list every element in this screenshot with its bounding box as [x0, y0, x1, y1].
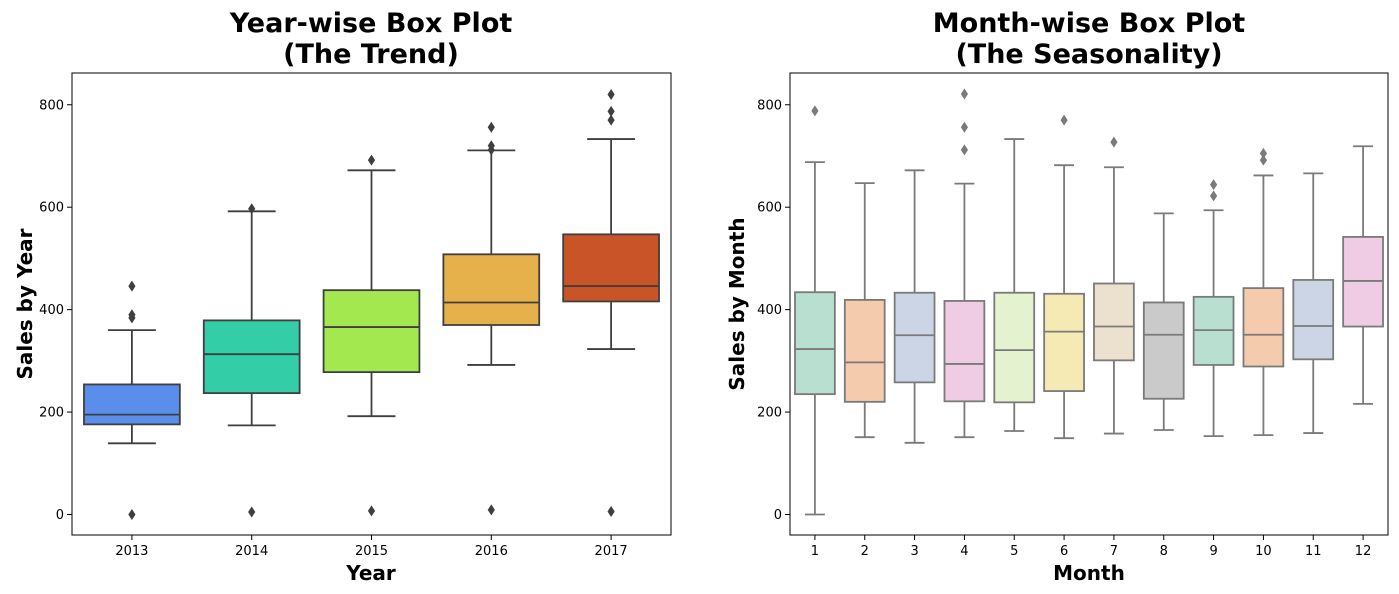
- x-tick-label: 2015: [355, 544, 388, 559]
- x-tick-label: 11: [1305, 544, 1322, 559]
- box-10: [1242, 147, 1285, 437]
- x-tick-label: 10: [1255, 544, 1272, 559]
- box-7: [1093, 136, 1135, 435]
- x-tick-label: 2014: [235, 544, 268, 559]
- iqr-box: [893, 291, 936, 384]
- box-4: [943, 88, 986, 439]
- iqr-box: [83, 383, 181, 426]
- x-tick-label: 5: [1010, 544, 1018, 559]
- box-1: [794, 105, 836, 516]
- outlier-point: [1259, 154, 1268, 166]
- chart-title-line2: (The Seasonality): [955, 39, 1222, 70]
- outlier-point: [1259, 147, 1268, 159]
- outlier-point: [1060, 114, 1068, 126]
- iqr-box: [322, 289, 421, 374]
- y-tick-label: 800: [757, 98, 782, 113]
- box-2017: [562, 89, 660, 517]
- x-tick-label: 2017: [595, 544, 628, 559]
- plot-area: 0 200 400 600 800 2013 2014 2015 2016 2017: [39, 72, 672, 559]
- y-tick-label: 800: [39, 98, 64, 113]
- box-2016: [442, 121, 541, 516]
- outlier-point: [1110, 136, 1118, 148]
- iqr-box: [202, 319, 301, 395]
- x-tick-label: 7: [1110, 544, 1118, 559]
- box-2014: [202, 203, 301, 518]
- box-8: [1142, 212, 1185, 431]
- y-tick-label: 600: [39, 201, 64, 216]
- outlier-point: [960, 121, 969, 133]
- outlier-point: [1209, 190, 1218, 202]
- x-tick-label: 8: [1160, 544, 1168, 559]
- box-2013: [83, 280, 181, 521]
- outlier-point: [1209, 179, 1218, 191]
- iqr-box: [1292, 279, 1335, 361]
- outlier-point: [607, 114, 615, 126]
- outlier-point: [248, 506, 256, 518]
- outlier-point: [128, 280, 136, 292]
- x-tick-label: 2: [861, 544, 869, 559]
- y-tick-label: 200: [39, 406, 64, 421]
- iqr-box: [843, 299, 886, 403]
- box-9: [1192, 179, 1235, 438]
- box-5: [993, 138, 1036, 432]
- iqr-box: [562, 233, 660, 303]
- y-axis-label: Sales by Year: [13, 228, 37, 379]
- iqr-box: [794, 291, 836, 396]
- chart-title-line1: Year-wise Box Plot: [229, 8, 513, 39]
- x-tick-label: 6: [1060, 544, 1068, 559]
- y-tick-label: 600: [757, 201, 782, 216]
- box-6: [1043, 114, 1085, 440]
- iqr-box: [943, 300, 986, 403]
- year-wise-box-plot: Year-wise Box Plot (The Trend) Year Sale…: [13, 8, 672, 585]
- x-tick-label: 2016: [475, 544, 508, 559]
- outlier-point: [607, 105, 615, 117]
- outlier-point: [960, 88, 969, 100]
- x-tick-label: 12: [1355, 544, 1372, 559]
- y-tick-label: 0: [56, 508, 64, 523]
- x-tick-label: 3: [910, 544, 918, 559]
- x-tick-label: 1: [811, 544, 819, 559]
- box-2015: [322, 154, 421, 517]
- plot-frame: [71, 72, 672, 536]
- outlier-point: [487, 140, 495, 152]
- iqr-box: [1043, 292, 1085, 392]
- y-axis-label: Sales by Month: [725, 217, 749, 390]
- iqr-box: [1093, 282, 1135, 362]
- box-2: [843, 182, 886, 439]
- x-tick-label: 4: [960, 544, 968, 559]
- iqr-box: [1242, 287, 1285, 368]
- iqr-box: [1142, 301, 1185, 400]
- y-tick-label: 400: [757, 303, 782, 318]
- outlier-point: [367, 505, 376, 517]
- outlier-point: [128, 509, 136, 521]
- chart-title-line1: Month-wise Box Plot: [933, 8, 1245, 39]
- outlier-point: [128, 309, 136, 321]
- box-11: [1292, 172, 1335, 434]
- x-axis-label: Year: [345, 561, 396, 585]
- outlier-point: [487, 121, 495, 133]
- box-12: [1342, 145, 1384, 405]
- outlier-point: [607, 89, 615, 101]
- iqr-box: [442, 253, 541, 326]
- y-tick-label: 200: [757, 406, 782, 421]
- plot-frame: [789, 72, 1389, 536]
- outlier-point: [960, 144, 969, 156]
- chart-title-line2: (The Trend): [283, 39, 459, 70]
- box-3: [893, 169, 936, 444]
- x-tick-label: 2013: [115, 544, 148, 559]
- outlier-point: [248, 203, 256, 215]
- month-wise-box-plot: Month-wise Box Plot (The Seasonality) Mo…: [725, 8, 1389, 585]
- outlier-point: [607, 505, 615, 517]
- y-tick-label: 0: [774, 508, 782, 523]
- outlier-point: [811, 105, 819, 117]
- iqr-box: [993, 291, 1036, 404]
- y-tick-label: 400: [39, 303, 64, 318]
- x-axis-label: Month: [1053, 561, 1125, 585]
- x-tick-label: 9: [1209, 544, 1217, 559]
- outlier-point: [367, 154, 376, 166]
- outlier-point: [487, 504, 495, 516]
